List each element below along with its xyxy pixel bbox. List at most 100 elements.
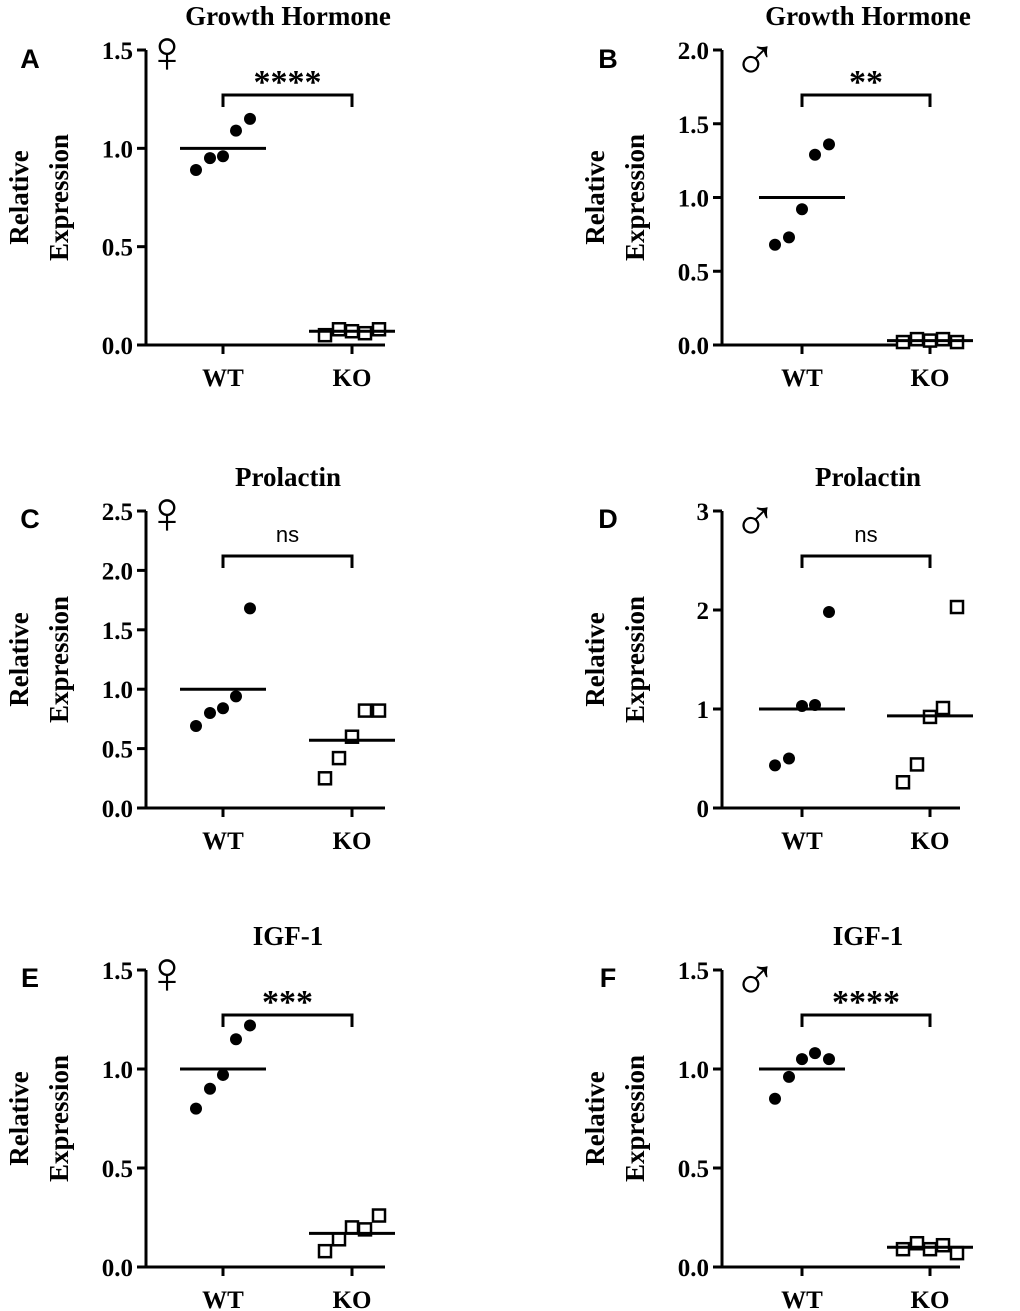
female-symbol-icon: ♀ — [145, 939, 190, 1006]
data-point-ko — [371, 1208, 387, 1223]
data-point-wt — [204, 1082, 216, 1095]
data-point-wt — [796, 203, 808, 216]
y-tick-label: 2.5 — [102, 499, 133, 526]
data-point-ko — [331, 322, 347, 337]
y-tick-label: 1.0 — [102, 677, 133, 704]
male-symbol-icon: ♂ — [733, 946, 778, 1013]
y-tick-label: 1.5 — [102, 618, 133, 645]
male-symbol-icon: ♂ — [733, 487, 778, 554]
data-point-wt — [190, 163, 202, 176]
female-symbol-icon: ♀ — [145, 479, 190, 546]
data-point-wt — [244, 602, 256, 615]
data-point-ko — [909, 757, 925, 772]
panel-c: Prolactin C ♀ 0.0 0.5 1.0 1.5 2.0 2.5 Relative Exp… — [4, 462, 395, 855]
data-point-wt — [204, 152, 216, 165]
data-point-ko — [317, 1243, 333, 1259]
y-axis-label: Relative — [580, 150, 610, 244]
chart-title: Growth Hormone — [185, 1, 391, 31]
x-tick-label: WT — [781, 365, 823, 392]
significance-label: *** — [262, 984, 313, 1021]
panel-letter: A — [20, 44, 40, 74]
data-point-wt — [769, 238, 781, 251]
panel-f: IGF-1 F ♂ 0.0 0.5 1.0 1.5 Relative Expression WT K… — [580, 921, 973, 1311]
data-point-wt — [769, 759, 781, 772]
data-point-ko — [922, 1241, 938, 1257]
x-tick-label: WT — [202, 828, 244, 855]
panel-letter: D — [598, 504, 618, 534]
y-tick-label: 0.5 — [102, 235, 133, 262]
y-axis-label: Expression — [44, 596, 74, 723]
data-point-ko — [331, 1232, 347, 1247]
data-point-wt — [809, 1047, 821, 1060]
x-tick-label: KO — [911, 828, 950, 855]
y-tick-label: 1.5 — [102, 958, 133, 985]
y-tick-label: 3 — [697, 499, 710, 526]
y-axis-label: Expression — [44, 1055, 74, 1182]
y-tick-label: 1.0 — [102, 136, 133, 163]
y-tick-label: 0.0 — [102, 1255, 133, 1282]
panel-letter: B — [598, 44, 618, 74]
data-point-wt — [769, 1092, 781, 1105]
female-symbol-icon: ♀ — [145, 18, 190, 85]
data-point-wt — [230, 690, 242, 703]
data-point-ko — [331, 750, 347, 766]
y-axis-label: Relative — [580, 1071, 610, 1165]
y-tick-label: 0 — [697, 796, 710, 823]
x-tick-label: KO — [333, 828, 372, 855]
significance-label: ns — [854, 522, 877, 547]
y-tick-label: 0.0 — [678, 1255, 709, 1282]
data-point-wt — [823, 605, 835, 618]
data-point-ko — [895, 1241, 911, 1257]
x-tick-label: KO — [333, 1287, 372, 1311]
panel-letter: E — [21, 963, 39, 993]
significance-label: **** — [254, 64, 322, 101]
significance-bracket — [800, 554, 932, 568]
data-point-wt — [230, 124, 242, 137]
significance-label: ns — [276, 522, 299, 547]
y-tick-label: 0.0 — [102, 333, 133, 360]
data-point-wt — [783, 1070, 795, 1083]
male-symbol-icon: ♂ — [733, 26, 778, 93]
data-point-ko — [344, 1220, 360, 1235]
y-tick-label: 0.5 — [102, 1156, 133, 1183]
x-tick-label: WT — [202, 1287, 244, 1311]
data-point-ko — [935, 700, 951, 716]
significance-bracket — [800, 93, 932, 107]
significance-label: ** — [849, 64, 883, 101]
y-tick-label: 0.0 — [102, 796, 133, 823]
x-tick-label: WT — [781, 1287, 823, 1311]
y-tick-label: 2.0 — [678, 38, 709, 65]
y-tick-label: 2 — [697, 598, 710, 625]
x-tick-label: WT — [202, 365, 244, 392]
y-axis-label: Relative — [4, 1071, 34, 1165]
y-tick-label: 1.5 — [678, 112, 709, 139]
y-tick-label: 0.5 — [102, 737, 133, 764]
data-point-ko — [935, 1237, 951, 1253]
y-tick-label: 0.5 — [678, 1156, 709, 1183]
data-point-ko — [895, 775, 911, 790]
data-point-wt — [217, 702, 229, 715]
significance-bracket — [221, 1013, 354, 1027]
data-point-wt — [783, 231, 795, 244]
y-tick-label: 1.0 — [678, 186, 709, 213]
chart-title: Prolactin — [235, 462, 341, 492]
significance-label: **** — [832, 984, 900, 1021]
chart-title: Growth Hormone — [765, 1, 971, 31]
y-axis-label: Relative — [580, 612, 610, 706]
y-tick-label: 1.0 — [678, 1057, 709, 1084]
data-point-wt — [204, 706, 216, 719]
y-tick-label: 1.0 — [102, 1057, 133, 1084]
data-point-wt — [217, 1068, 229, 1081]
data-point-wt — [217, 150, 229, 163]
data-point-ko — [371, 703, 387, 718]
y-tick-label: 2.0 — [102, 558, 133, 585]
significance-bracket — [221, 554, 354, 568]
chart-title: IGF-1 — [833, 921, 904, 951]
y-axis-label: Relative — [4, 612, 34, 706]
data-point-wt — [823, 1053, 835, 1066]
data-point-ko — [949, 599, 965, 615]
data-point-wt — [230, 1033, 242, 1046]
chart-title: IGF-1 — [253, 921, 324, 951]
panel-letter: F — [600, 963, 617, 993]
